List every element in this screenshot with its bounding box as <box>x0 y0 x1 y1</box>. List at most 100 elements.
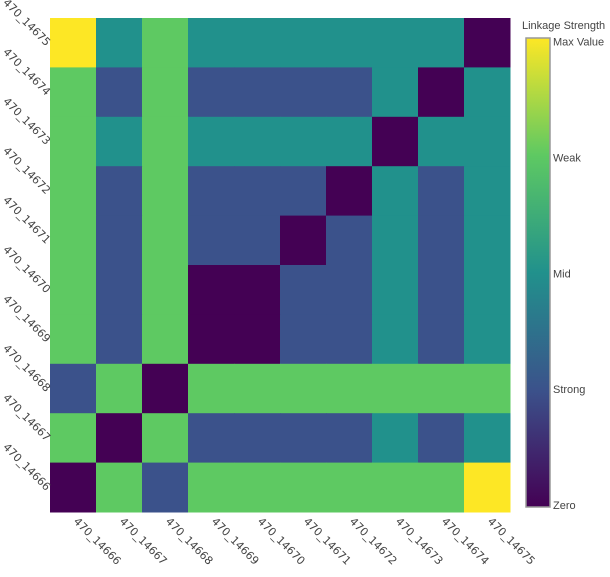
heatmap-cell <box>142 215 189 266</box>
heatmap-cell <box>188 166 235 217</box>
heatmap-cell <box>142 116 189 167</box>
heatmap-cell <box>96 314 143 365</box>
x-tick-label: 470_14671 <box>301 515 354 568</box>
heatmap-cell <box>326 363 373 414</box>
heatmap-cell <box>418 67 465 118</box>
y-tick-label: 470_14672 <box>0 144 53 197</box>
heatmap-cell <box>188 462 235 513</box>
heatmap-cell <box>234 166 281 217</box>
heatmap-cell <box>280 265 327 315</box>
heatmap-cell <box>234 462 281 513</box>
heatmap-cell <box>234 67 281 118</box>
heatmap-cell <box>418 462 465 513</box>
heatmap-cell <box>280 67 327 118</box>
heatmap-cell <box>188 116 235 167</box>
x-tick-label: 470_14669 <box>209 515 262 568</box>
heatmap-cell <box>464 413 511 464</box>
heatmap-cell <box>464 116 511 167</box>
y-tick-label: 470_14674 <box>0 46 53 99</box>
y-tick-label: 470_14666 <box>0 441 53 494</box>
heatmap-cell <box>418 166 465 217</box>
x-tick-label: 470_14672 <box>347 515 400 568</box>
heatmap-cell <box>280 314 327 365</box>
heatmap-cell <box>142 18 189 68</box>
heatmap-cell <box>96 18 143 68</box>
heatmap-cell <box>326 215 373 266</box>
heatmap-cell <box>280 166 327 217</box>
heatmap-cell <box>234 215 281 266</box>
heatmap-cell <box>50 215 97 266</box>
heatmap-cell <box>234 116 281 167</box>
y-tick-label: 470_14671 <box>0 194 53 247</box>
colorbar-tick-label: Max Value <box>553 37 604 49</box>
heatmap-cell <box>280 18 327 68</box>
y-tick-label: 470_14669 <box>0 293 53 346</box>
x-tick-label: 470_14666 <box>71 515 124 568</box>
heatmap-cell <box>96 265 143 315</box>
colorbar-tick-label: Weak <box>553 152 581 164</box>
colorbar-tick-label: Zero <box>553 500 576 512</box>
y-axis-ticks: 470_14675470_14674470_14673470_14672470_… <box>0 0 53 493</box>
heatmap-cell <box>418 18 465 68</box>
heatmap-cell <box>188 265 235 315</box>
heatmap-cell <box>188 215 235 266</box>
heatmap-cell <box>50 462 97 513</box>
heatmap-cell <box>96 462 143 513</box>
colorbar-tick-label: Mid <box>553 268 571 280</box>
heatmap-cell <box>142 166 189 217</box>
heatmap-cell <box>142 67 189 118</box>
heatmap-cell <box>96 363 143 414</box>
heatmap-cell <box>142 462 189 513</box>
y-tick-label: 470_14670 <box>0 243 53 296</box>
heatmap-cell <box>326 116 373 167</box>
heatmap-cell <box>280 462 327 513</box>
heatmap-cell <box>418 215 465 266</box>
heatmap-cell <box>280 215 327 266</box>
heatmap-cell <box>418 314 465 365</box>
colorbar-ticks: Zero Strong Mid Weak Max Value <box>553 37 604 513</box>
heatmap-cell <box>372 462 419 513</box>
heatmap-cell <box>234 18 281 68</box>
heatmap-cell <box>188 413 235 464</box>
heatmap-cell <box>372 116 419 167</box>
heatmap-cell <box>326 18 373 68</box>
heatmap-cell <box>372 166 419 217</box>
heatmap-cell <box>418 413 465 464</box>
heatmap-cell <box>142 363 189 414</box>
y-tick-label: 470_14667 <box>0 391 53 444</box>
x-tick-label: 470_14668 <box>163 515 216 568</box>
x-tick-label: 470_14670 <box>255 515 308 568</box>
heatmap-cell <box>372 18 419 68</box>
heatmap-cell <box>326 166 373 217</box>
heatmap-cell <box>372 265 419 315</box>
x-tick-label: 470_14673 <box>393 515 446 568</box>
heatmap-cell <box>418 116 465 167</box>
heatmap-cell <box>96 166 143 217</box>
heatmap-cell <box>326 67 373 118</box>
x-tick-label: 470_14667 <box>117 515 170 568</box>
y-tick-label: 470_14673 <box>0 95 53 148</box>
heatmap-cell <box>96 413 143 464</box>
heatmap-cell <box>464 18 511 68</box>
heatmap-cell <box>96 215 143 266</box>
heatmap-cell <box>464 462 511 513</box>
heatmap-cell <box>96 116 143 167</box>
heatmap-cell <box>372 215 419 266</box>
heatmap-cell <box>50 116 97 167</box>
heatmap-cell <box>418 363 465 414</box>
heatmap-cell <box>50 166 97 217</box>
heatmap-cell <box>188 67 235 118</box>
heatmap-cell <box>372 67 419 118</box>
heatmap-cell <box>50 67 97 118</box>
x-tick-label: 470_14674 <box>439 515 492 568</box>
heatmap-cell <box>464 314 511 365</box>
heatmap-cell <box>326 265 373 315</box>
heatmap-cell <box>326 314 373 365</box>
heatmap-cell <box>50 314 97 365</box>
heatmap-cell <box>234 265 281 315</box>
heatmap-cell <box>234 314 281 365</box>
x-tick-label: 470_14675 <box>485 515 538 568</box>
heatmap-cell <box>464 215 511 266</box>
heatmap-cell <box>234 413 281 464</box>
heatmap-cell <box>280 116 327 167</box>
